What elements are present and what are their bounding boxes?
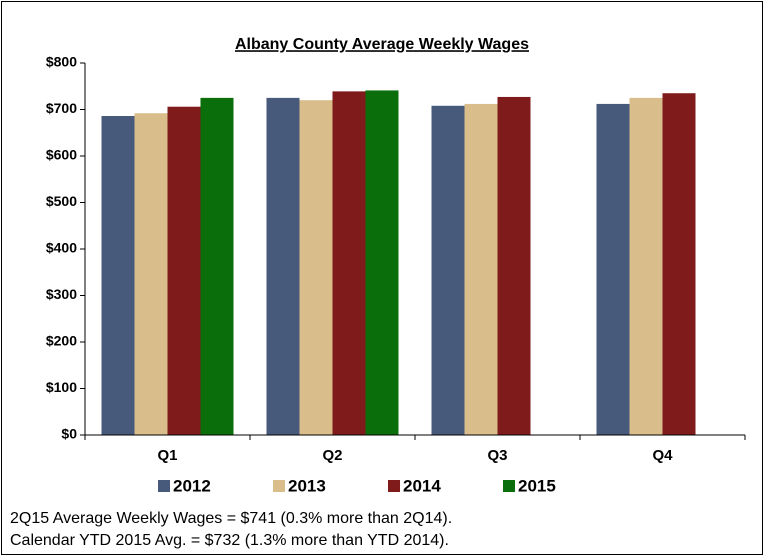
legend-swatch [388,480,400,492]
y-tick-label: $600 [46,147,77,163]
chart-title: Albany County Average Weekly Wages [235,36,529,53]
legend-label: 2014 [403,476,441,495]
legend-swatch [158,480,170,492]
y-tick-label: $200 [46,333,77,349]
y-tick-label: $700 [46,100,77,116]
bar [134,113,168,435]
legend-label: 2012 [173,476,211,495]
x-tick-label: Q2 [322,447,342,464]
legend-label: 2013 [288,476,326,495]
legend-swatch [503,480,515,492]
bar [299,100,333,435]
y-tick-label: $500 [46,193,77,209]
bar [266,97,300,435]
x-tick-label: Q1 [157,447,177,464]
bar [101,116,135,435]
bar [497,96,531,435]
bar [464,103,498,436]
note: 2Q15 Average Weekly Wages = $741 (0.3% m… [10,510,452,527]
x-tick-label: Q3 [487,447,507,464]
legend-label: 2015 [518,476,556,495]
bar [662,93,696,435]
bar [167,106,201,436]
bar [629,97,663,435]
y-tick-label: $300 [46,286,77,302]
y-tick-label: $400 [46,240,77,256]
y-tick-label: $100 [46,379,77,395]
note: Calendar YTD 2015 Avg. = $732 (1.3% more… [10,532,449,549]
bar [332,91,366,436]
x-tick-label: Q4 [652,447,673,464]
y-tick-label: $800 [46,54,77,70]
legend-swatch [273,480,285,492]
bar [200,97,234,435]
bar [596,103,630,436]
y-tick-label: $0 [61,426,77,442]
bar [365,90,399,435]
bar [431,105,465,435]
